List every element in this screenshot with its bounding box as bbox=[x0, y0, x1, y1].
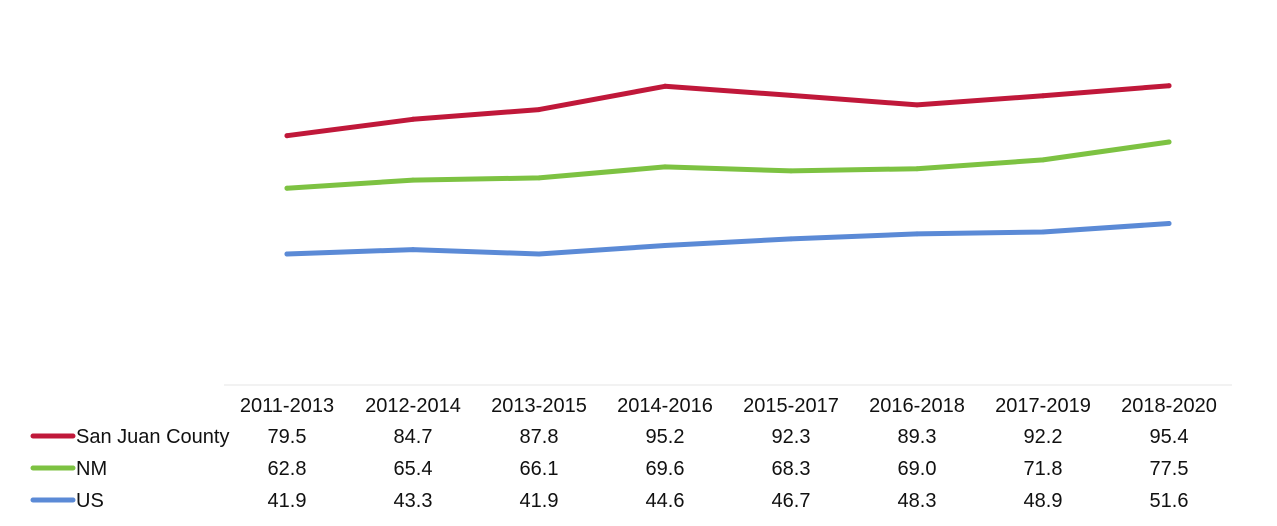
series-name-label: US bbox=[76, 490, 104, 512]
data-table: 2011-2013 2012-2014 2013-2015 2014-2016 2015… bbox=[30, 395, 1217, 512]
series-line-2 bbox=[284, 221, 1172, 257]
series-2-point-2 bbox=[536, 251, 542, 257]
category-label: 2015-2017 bbox=[743, 395, 839, 417]
series-1-point-3 bbox=[662, 164, 668, 170]
data-label: 51.6 bbox=[1150, 490, 1189, 512]
series-0-point-6 bbox=[1040, 93, 1046, 99]
series-1-point-0 bbox=[284, 185, 290, 191]
data-label: 44.6 bbox=[646, 490, 685, 512]
series-name-label: San Juan County bbox=[76, 426, 229, 448]
category-label: 2018-2020 bbox=[1121, 395, 1217, 417]
series-2-point-1 bbox=[410, 247, 416, 253]
data-label: 69.0 bbox=[898, 458, 937, 480]
series-2-point-0 bbox=[284, 251, 290, 257]
data-label: 41.9 bbox=[520, 490, 559, 512]
data-label: 95.2 bbox=[646, 426, 685, 448]
series-1-point-5 bbox=[914, 166, 920, 172]
series-line-1 bbox=[284, 139, 1172, 191]
category-label: 2014-2016 bbox=[617, 395, 713, 417]
data-label: 87.8 bbox=[520, 426, 559, 448]
data-label: 66.1 bbox=[520, 458, 559, 480]
data-label: 84.7 bbox=[394, 426, 433, 448]
series-0-point-0 bbox=[284, 133, 290, 139]
data-label: 48.9 bbox=[1024, 490, 1063, 512]
data-label: 92.3 bbox=[772, 426, 811, 448]
data-label: 68.3 bbox=[772, 458, 811, 480]
series-2-point-5 bbox=[914, 231, 920, 237]
series-2-point-4 bbox=[788, 236, 794, 242]
data-label: 92.2 bbox=[1024, 426, 1063, 448]
category-label: 2011-2013 bbox=[240, 395, 334, 417]
plot-area bbox=[284, 83, 1172, 257]
series-0-point-1 bbox=[410, 116, 416, 122]
series-0-point-4 bbox=[788, 92, 794, 98]
data-label: 95.4 bbox=[1150, 426, 1189, 448]
data-label: 41.9 bbox=[268, 490, 307, 512]
series-0-point-7 bbox=[1166, 83, 1172, 89]
data-label: 65.4 bbox=[394, 458, 433, 480]
series-0-point-2 bbox=[536, 107, 542, 113]
data-label: 71.8 bbox=[1024, 458, 1063, 480]
category-label: 2013-2015 bbox=[491, 395, 587, 417]
data-label: 77.5 bbox=[1150, 458, 1189, 480]
series-2-point-6 bbox=[1040, 229, 1046, 235]
data-label: 46.7 bbox=[772, 490, 811, 512]
data-label: 43.3 bbox=[394, 490, 433, 512]
series-0-point-3 bbox=[662, 83, 668, 89]
series-name-label: NM bbox=[76, 458, 107, 480]
data-label: 69.6 bbox=[646, 458, 685, 480]
series-1-point-4 bbox=[788, 168, 794, 174]
series-line-0 bbox=[284, 83, 1172, 139]
data-label: 62.8 bbox=[268, 458, 307, 480]
series-1-point-2 bbox=[536, 175, 542, 181]
series-1-point-7 bbox=[1166, 139, 1172, 145]
series-1-point-6 bbox=[1040, 157, 1046, 163]
data-label: 89.3 bbox=[898, 426, 937, 448]
series-2-point-3 bbox=[662, 243, 668, 248]
data-label: 79.5 bbox=[268, 426, 307, 448]
category-label: 2017-2019 bbox=[995, 395, 1091, 417]
series-1-point-1 bbox=[410, 177, 416, 183]
category-label: 2016-2018 bbox=[869, 395, 965, 417]
category-label: 2012-2014 bbox=[365, 395, 461, 417]
data-label: 48.3 bbox=[898, 490, 937, 512]
series-2-point-7 bbox=[1166, 221, 1172, 226]
series-0-point-5 bbox=[914, 102, 920, 108]
